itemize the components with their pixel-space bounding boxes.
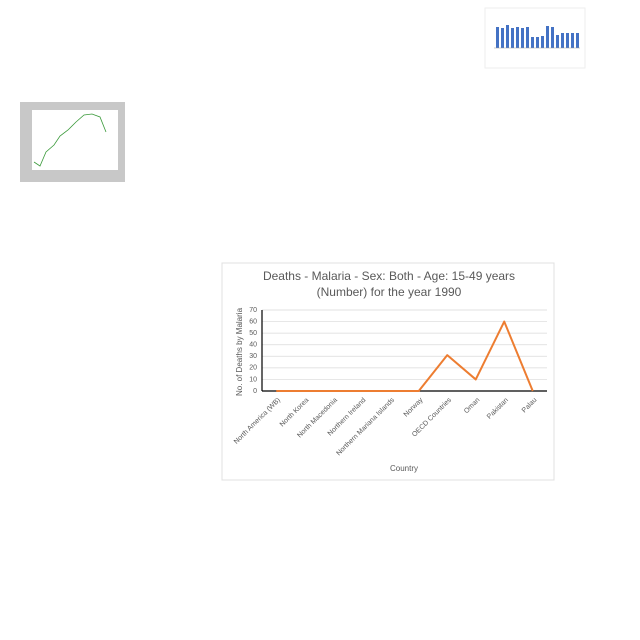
thumbnail-bars [496, 25, 579, 48]
thumbnail-line-chart [20, 102, 125, 182]
thumbnail-bar-chart [484, 7, 586, 69]
chart-title: (Number) for the year 1990 [317, 285, 462, 299]
y-tick-label: 50 [249, 330, 257, 337]
chart-title: Deaths - Malaria - Sex: Both - Age: 15-4… [263, 269, 515, 283]
y-tick-label: 10 [249, 376, 257, 383]
y-axis-label: No. of Deaths by Malaria [235, 307, 244, 396]
y-tick-label: 30 [249, 353, 257, 360]
y-tick-label: 20 [249, 365, 257, 372]
y-tick-label: 70 [249, 307, 257, 314]
data-line [276, 320, 534, 392]
chart-frame [221, 262, 555, 481]
y-tick-label: 60 [249, 318, 257, 325]
thumbnail-frame [484, 7, 586, 69]
x-axis-label: Country [390, 464, 418, 473]
y-tick-label: 40 [249, 342, 257, 349]
y-tick-label: 0 [253, 388, 257, 395]
thumbnail-plot [32, 110, 118, 170]
thumbnail-line [33, 113, 107, 167]
